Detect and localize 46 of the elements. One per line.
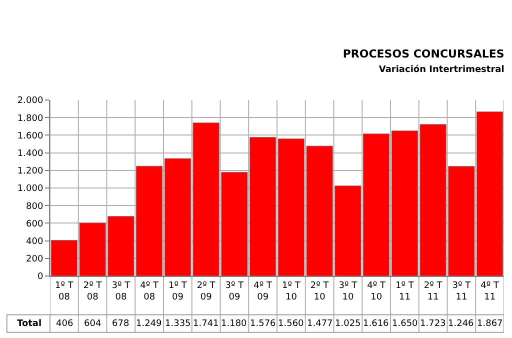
x-tick-label: 3º T 11 <box>452 280 472 302</box>
x-tick-label: 4º T 08 <box>140 280 159 302</box>
x-tick-label: 1º T 08 <box>55 280 74 302</box>
y-tick-label: 1.800 <box>17 114 44 124</box>
data-label: 1.335 <box>165 319 191 329</box>
data-label: 406 <box>56 319 74 329</box>
x-tick-label: 2º T 11 <box>424 280 443 302</box>
x-tick-label: 3º T 10 <box>338 280 358 302</box>
y-tick-label: 800 <box>26 202 44 212</box>
data-label: 1.723 <box>420 319 446 329</box>
x-tick-label: 2º T 10 <box>310 280 330 302</box>
data-label: 1.477 <box>307 319 333 329</box>
y-tick-label: 2.000 <box>17 96 44 106</box>
y-tick-label: 1.600 <box>17 131 44 142</box>
data-label: 1.576 <box>250 319 276 329</box>
x-tick-label: 3º T 08 <box>112 280 131 302</box>
data-label: 1.741 <box>193 319 219 329</box>
x-tick-label: 4º T 11 <box>480 280 500 302</box>
y-tick-label: 0 <box>37 272 44 282</box>
data-label: 678 <box>112 319 130 329</box>
y-tick-label: 1.200 <box>17 166 44 177</box>
x-tick-label: 1º T 10 <box>282 280 301 302</box>
data-label: 1.616 <box>363 319 390 329</box>
data-label: 1.249 <box>136 319 162 329</box>
data-label: 1.025 <box>335 319 361 329</box>
x-tick-label: 4º T 10 <box>367 280 386 302</box>
text: Total <box>17 319 42 329</box>
x-tick-label: 2º T 09 <box>196 280 216 302</box>
x-tick-label: 3º T 09 <box>225 280 244 302</box>
data-label: 1.246 <box>448 319 474 329</box>
data-label: 1.650 <box>392 319 418 329</box>
data-label: 1.867 <box>477 319 503 329</box>
x-tick-label: 1º T 11 <box>396 280 414 302</box>
data-label: 1.180 <box>221 319 248 329</box>
y-tick-label: 600 <box>26 219 44 230</box>
chart-title: PROCESOS CONCURSALES <box>342 47 504 60</box>
x-tick-label: 4º T 09 <box>254 280 272 302</box>
data-label: 604 <box>84 319 102 329</box>
y-tick-label: 200 <box>26 254 44 265</box>
x-tick-label: 2º T 08 <box>83 280 102 302</box>
chart-subtitle: Variación Intertrimestral <box>378 64 504 75</box>
data-label: 1.560 <box>278 319 304 329</box>
y-tick-label: 1.000 <box>17 184 44 194</box>
x-tick-label: 1º T 09 <box>168 280 188 302</box>
y-tick-label: 1.400 <box>17 148 44 159</box>
y-tick-label: 400 <box>26 236 44 247</box>
